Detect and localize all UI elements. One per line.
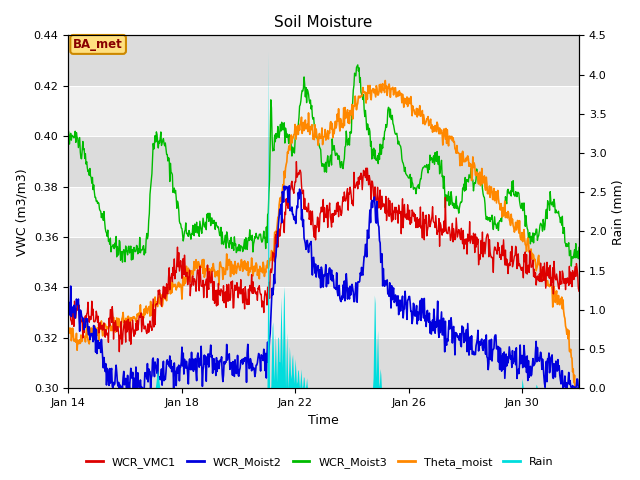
Bar [68, 36, 579, 86]
Legend: WCR_VMC1, WCR_Moist2, WCR_Moist3, Theta_moist, Rain: WCR_VMC1, WCR_Moist2, WCR_Moist3, Theta_… [82, 452, 558, 472]
Text: BA_met: BA_met [73, 38, 123, 51]
Y-axis label: Rain (mm): Rain (mm) [612, 179, 625, 245]
X-axis label: Time: Time [308, 414, 339, 427]
Bar [68, 338, 579, 388]
Y-axis label: VWC (m3/m3): VWC (m3/m3) [15, 168, 28, 256]
Title: Soil Moisture: Soil Moisture [275, 15, 372, 30]
Bar [68, 136, 579, 187]
Bar [68, 237, 579, 288]
